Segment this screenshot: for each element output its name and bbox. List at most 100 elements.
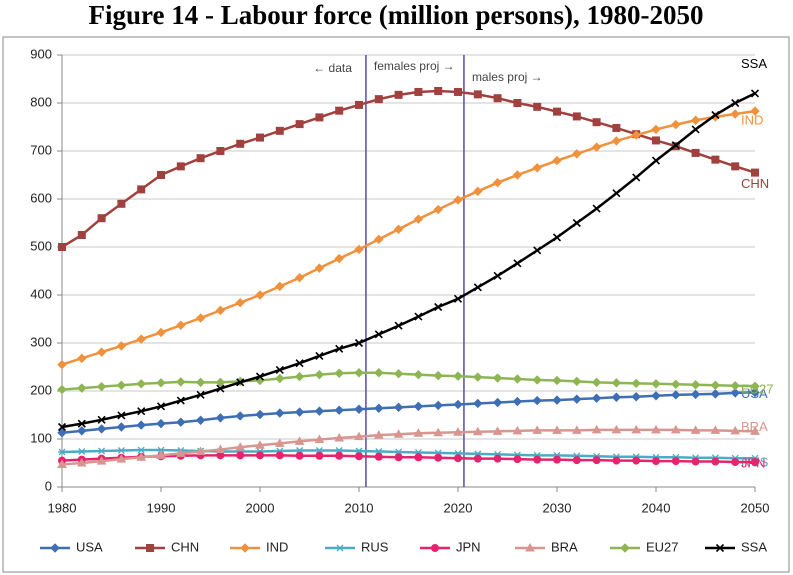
marker	[275, 365, 284, 374]
marker	[374, 368, 384, 378]
marker	[612, 123, 621, 132]
marker	[275, 126, 284, 135]
marker	[671, 141, 680, 150]
marker	[294, 436, 305, 445]
marker	[492, 397, 503, 408]
marker	[314, 369, 325, 380]
marker	[374, 452, 383, 461]
marker	[295, 451, 304, 460]
marker	[690, 389, 701, 400]
y-tick-label: 500	[30, 238, 52, 253]
marker	[413, 401, 424, 412]
marker	[632, 173, 641, 182]
marker	[710, 425, 721, 434]
marker	[592, 118, 601, 127]
y-tick-label: 400	[30, 286, 52, 301]
marker	[493, 271, 502, 280]
marker	[730, 425, 741, 435]
legend-label: RUS	[361, 539, 389, 554]
marker	[76, 457, 87, 467]
marker	[275, 451, 284, 460]
marker	[294, 407, 305, 417]
marker	[434, 302, 443, 312]
marker	[137, 407, 146, 416]
marker	[157, 446, 165, 454]
end-label: JPN	[741, 455, 766, 470]
marker	[751, 168, 759, 177]
marker	[255, 290, 265, 300]
marker	[57, 459, 67, 468]
marker	[354, 338, 364, 348]
marker	[652, 457, 660, 466]
marker	[393, 224, 404, 234]
end-label: EU27	[741, 382, 774, 397]
marker	[215, 413, 226, 423]
end-label: CHN	[741, 176, 769, 191]
marker	[335, 451, 344, 460]
marker	[374, 403, 384, 413]
y-tick-label: 100	[30, 430, 52, 445]
marker	[96, 456, 107, 465]
marker	[513, 259, 522, 268]
marker	[315, 451, 324, 460]
marker	[156, 402, 166, 411]
series	[57, 387, 760, 438]
x-tick-label: 2040	[642, 500, 671, 515]
marker	[196, 154, 205, 163]
marker	[374, 330, 383, 339]
marker	[750, 387, 760, 398]
marker	[711, 155, 720, 164]
marker	[611, 392, 622, 402]
marker	[156, 327, 166, 338]
marker	[413, 214, 424, 224]
marker	[176, 396, 185, 405]
y-tick-label: 800	[30, 94, 52, 109]
series	[57, 106, 760, 370]
marker	[96, 381, 107, 392]
marker	[334, 433, 345, 442]
marker	[611, 378, 622, 388]
legend-label: IND	[266, 539, 288, 554]
marker	[57, 422, 67, 432]
marker	[715, 543, 725, 553]
marker	[671, 390, 681, 400]
marker	[354, 404, 364, 414]
marker	[116, 341, 127, 351]
marker	[592, 204, 601, 213]
marker	[532, 395, 542, 406]
series	[57, 89, 760, 432]
marker	[146, 544, 154, 552]
marker	[631, 392, 641, 402]
marker	[533, 102, 542, 111]
marker	[552, 233, 562, 242]
marker	[433, 370, 443, 381]
marker	[58, 448, 66, 456]
x-tick-label: 2010	[345, 500, 374, 515]
marker	[671, 119, 681, 130]
legend-label: BRA	[551, 539, 578, 554]
marker	[354, 368, 364, 378]
marker	[236, 139, 245, 148]
legend-label: CHN	[171, 539, 199, 554]
marker	[632, 456, 641, 465]
marker	[97, 214, 106, 223]
marker	[512, 425, 523, 435]
marker	[553, 107, 561, 116]
marker	[57, 428, 67, 438]
x-tick-label: 1990	[147, 500, 176, 515]
marker	[532, 163, 542, 173]
marker	[512, 170, 523, 180]
marker	[690, 380, 701, 390]
marker	[57, 359, 67, 370]
marker	[255, 409, 265, 420]
marker	[176, 162, 185, 171]
marker	[195, 415, 206, 425]
marker	[612, 189, 621, 198]
x-tick-label: 2050	[741, 500, 770, 515]
y-tick-label: 200	[30, 382, 52, 397]
marker	[334, 368, 344, 378]
legend-label: JPN	[456, 539, 481, 554]
marker	[50, 543, 60, 553]
marker	[136, 379, 146, 389]
